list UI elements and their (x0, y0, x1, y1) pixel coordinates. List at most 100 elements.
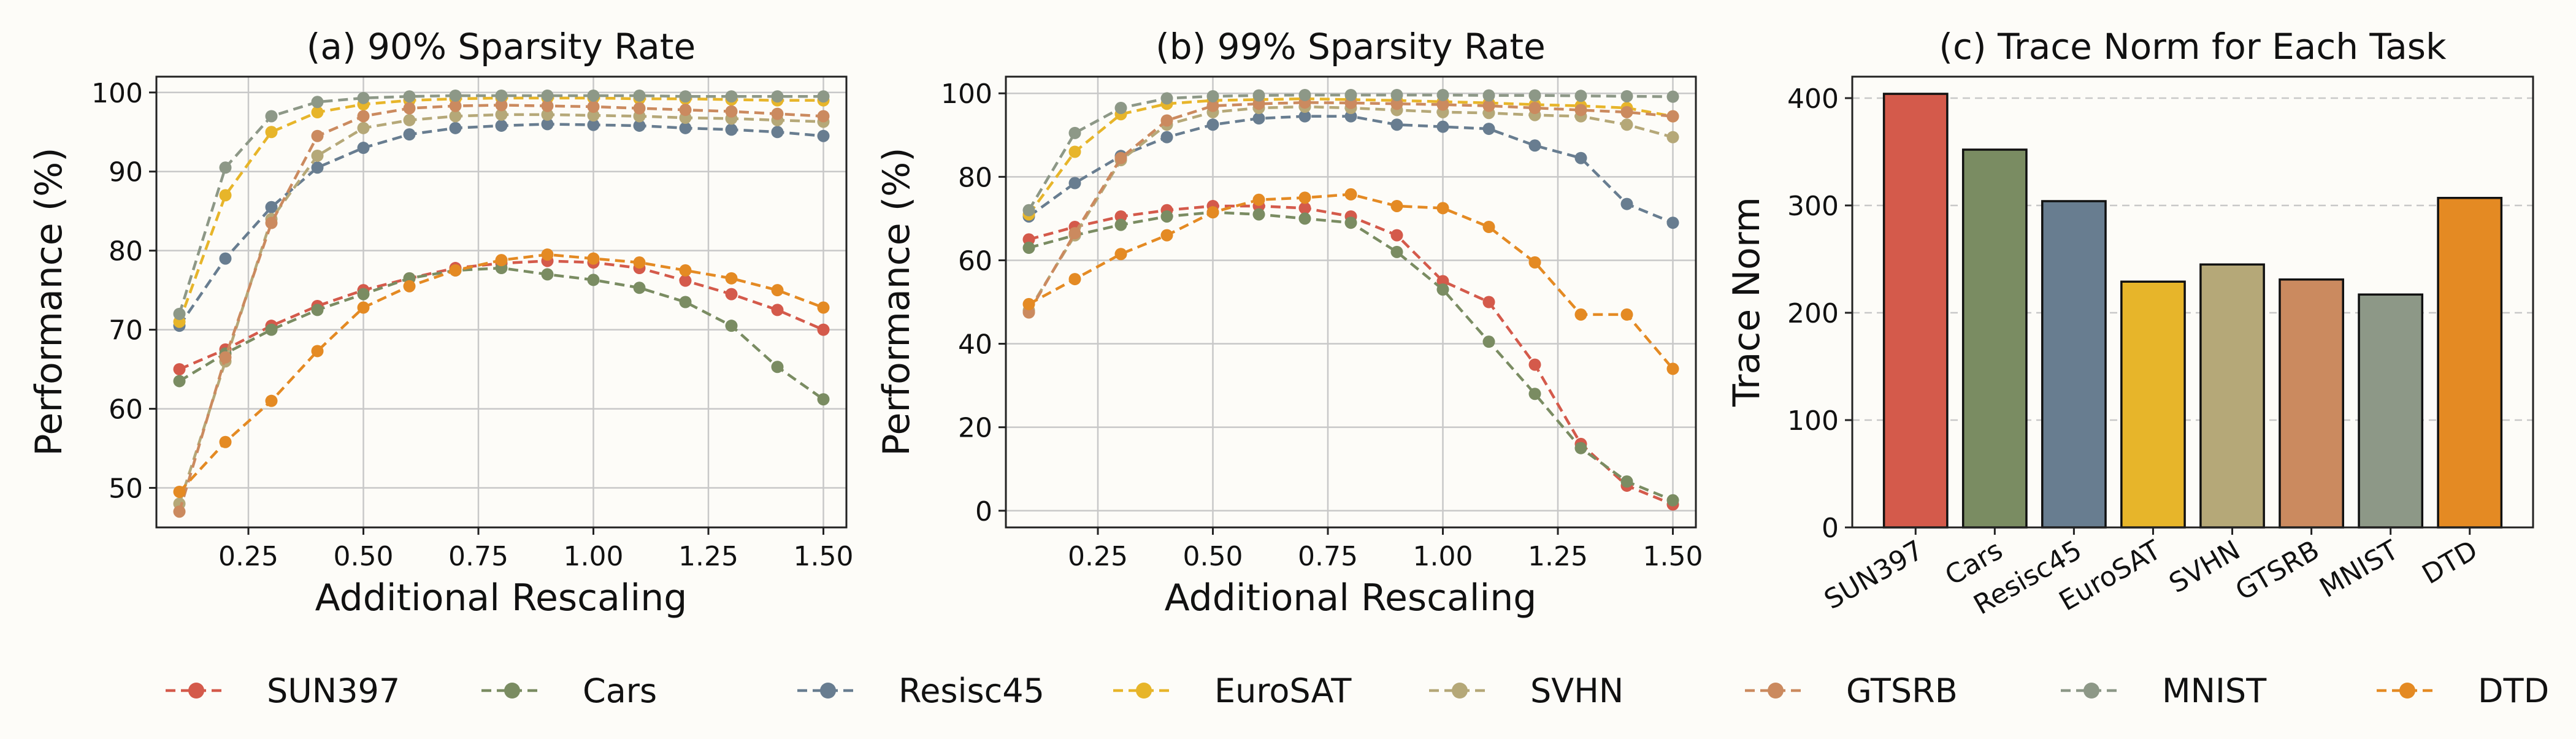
panel-b-point-mnist (1252, 89, 1265, 102)
panel-b-point-dtd (1022, 297, 1035, 310)
legend-item-gtsrb: GTSRB (1745, 672, 1958, 710)
panel-a-point-resisc45 (679, 121, 692, 134)
panel-a-point-eurosat (265, 126, 278, 139)
panel-a-xlabel: Additional Rescaling (315, 576, 688, 619)
panel-a-point-svhn (403, 113, 416, 126)
panel-b-point-cars (1160, 210, 1173, 223)
panel-a-point-dtd (633, 256, 646, 269)
panel-b-point-mnist (1344, 88, 1357, 101)
panel-a-ytick-label: 60 (109, 394, 143, 426)
panel-a-point-gtsrb (725, 105, 738, 118)
panel-b-point-cars (1114, 218, 1127, 231)
legend-label: Resisc45 (899, 672, 1045, 710)
panel-b-ytick-label: 0 (975, 496, 992, 527)
panel-c-bar-cars (1961, 148, 2028, 529)
panel-a-point-gtsrb (495, 99, 508, 112)
panel-c-ytick-label: 100 (1787, 405, 1839, 437)
panel-b-point-svhn (1666, 131, 1679, 144)
panel-a-point-resisc45 (587, 118, 600, 131)
legend-item-dtd: DTD (2377, 672, 2549, 710)
panel-b-xtick-label: 1.25 (1528, 541, 1588, 572)
panel-a-point-resisc45 (219, 252, 232, 265)
panel-a-point-eurosat (219, 189, 232, 202)
panel-a-point-gtsrb (817, 110, 830, 123)
panel-a-point-cars (265, 323, 278, 336)
panel-a-point-svhn (449, 110, 462, 123)
legend-item-sun397: SUN397 (166, 672, 400, 710)
panel-a-point-resisc45 (495, 119, 508, 132)
panel-c-bar-sun397 (1882, 93, 1949, 529)
panel-a-ytick-label: 100 (91, 78, 143, 109)
legend-item-eurosat: EuroSAT (1113, 672, 1352, 710)
panel-c-bar-eurosat (2120, 280, 2186, 529)
panel-a-point-svhn (495, 108, 508, 121)
panel-b-point-dtd (1482, 221, 1495, 233)
panel-b-point-cars (1528, 388, 1541, 400)
panel-a-point-cars (541, 268, 554, 281)
panel-b-point-dtd (1298, 191, 1311, 204)
panel-b-xtick-label: 0.50 (1183, 541, 1243, 572)
panel-b-point-mnist (1528, 89, 1541, 102)
panel-a-point-resisc45 (633, 119, 646, 132)
panel-b-point-mnist (1022, 204, 1035, 216)
panel-a-point-cars (311, 304, 324, 316)
panel-a-point-mnist (449, 89, 462, 102)
legend-label: GTSRB (1846, 672, 1958, 710)
panel-b-point-resisc45 (1528, 139, 1541, 152)
panel-b-point-gtsrb (1068, 227, 1081, 240)
panel-b-point-resisc45 (1252, 112, 1265, 125)
panel-a-point-resisc45 (311, 161, 324, 174)
panel-b-point-mnist (1068, 126, 1081, 139)
panel-a-ylabel: Performance (%) (28, 147, 71, 456)
panel-a-point-resisc45 (265, 201, 278, 213)
panel-a-point-eurosat (311, 106, 324, 119)
panel-a-point-resisc45 (771, 126, 784, 139)
panel-a-point-gtsrb (541, 99, 554, 112)
panel-a-point-mnist (173, 307, 186, 320)
panel-a-point-gtsrb (265, 216, 278, 229)
panel-b-point-cars (1022, 242, 1035, 255)
panel-a-point-sun397 (817, 323, 830, 336)
panel-a-point-mnist (495, 89, 508, 102)
panel-a-point-gtsrb (633, 102, 646, 115)
panel-b-point-gtsrb (1666, 110, 1679, 123)
panel-c-ytick-label: 400 (1787, 83, 1839, 115)
panel-b-ylabel: Performance (%) (875, 147, 918, 456)
panel-c-bar-dtd (2437, 197, 2503, 529)
panel-b-point-mnist (1390, 88, 1403, 101)
panel-b-point-gtsrb (1206, 99, 1219, 112)
panel-b-point-mnist (1574, 90, 1587, 102)
panel-a-point-mnist (403, 90, 416, 103)
panel-b-point-cars (1666, 494, 1679, 507)
panel-a-xtick-label: 1.00 (564, 541, 624, 572)
panel-a-xtick-label: 0.75 (448, 541, 508, 572)
panel-a-point-resisc45 (541, 118, 554, 131)
panel-a-xtick-label: 1.25 (678, 541, 738, 572)
panel-a-point-gtsrb (587, 101, 600, 113)
panel-b-ytick-label: 80 (958, 162, 992, 193)
panel-a-xtick-label: 0.50 (334, 541, 394, 572)
panel-a-point-cars (633, 281, 646, 294)
panel-b-point-resisc45 (1068, 177, 1081, 190)
panel-b-point-resisc45 (1160, 131, 1173, 144)
panel-a-point-gtsrb (219, 351, 232, 364)
panel-b-point-mnist (1114, 102, 1127, 115)
panel-a-point-gtsrb (357, 110, 370, 123)
panel-a-point-gtsrb (449, 99, 462, 112)
panel-a-point-mnist (679, 90, 692, 103)
panel-b-point-resisc45 (1574, 151, 1587, 164)
panel-a-point-svhn (311, 149, 324, 162)
legend-item-svhn: SVHN (1429, 672, 1623, 710)
panel-a-point-gtsrb (679, 104, 692, 117)
panel-a-point-resisc45 (725, 123, 738, 136)
panel-b-point-gtsrb (1574, 104, 1587, 117)
panel-a-xtick-label: 0.25 (218, 541, 278, 572)
panel-b-ytick-label: 60 (958, 245, 992, 277)
panel-a-point-mnist (633, 89, 646, 102)
panel-a-point-dtd (541, 248, 554, 261)
panel-a-point-mnist (541, 89, 554, 102)
panel-b-point-cars (1344, 216, 1357, 229)
panel-a-point-resisc45 (403, 128, 416, 141)
panel-b-point-mnist (1160, 92, 1173, 105)
panel-a-point-resisc45 (449, 121, 462, 134)
